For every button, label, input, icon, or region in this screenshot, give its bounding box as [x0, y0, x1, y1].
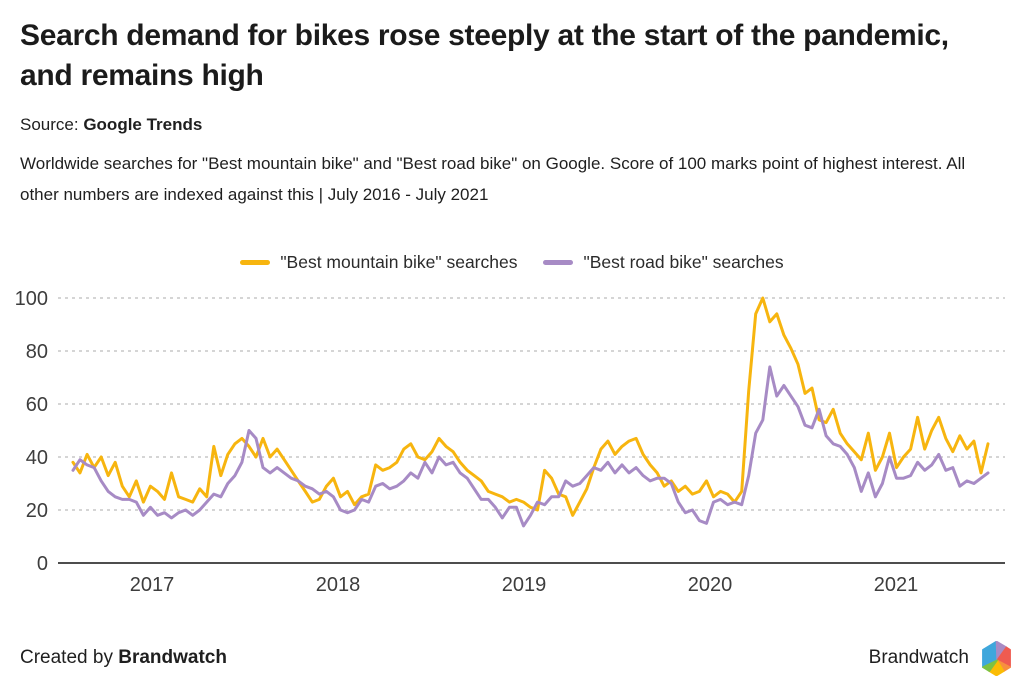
- series-line-road-bike: [71, 365, 990, 528]
- series-line-mountain-bike: [71, 296, 990, 517]
- created-by-label: Created by: [20, 647, 113, 668]
- brand-name: Brandwatch: [868, 647, 969, 668]
- legend-item-road-bike: "Best road bike" searches: [543, 252, 784, 273]
- y-tick-label-60: 60: [26, 394, 48, 416]
- y-tick-label-20: 20: [26, 500, 48, 522]
- trend-line-chart: 0 20 40 60 80 100 2017 2018 2019 2020 2021: [15, 288, 1005, 596]
- brandwatch-logo-icon: [982, 640, 1011, 676]
- road-bike-swatch-icon: [543, 260, 574, 265]
- legend-label-mountain-bike: "Best mountain bike" searches: [280, 252, 518, 272]
- legend-label-road-bike: "Best road bike" searches: [583, 252, 784, 272]
- chart-legend: "Best mountain bike" searches "Best road…: [0, 252, 1024, 273]
- y-tick-label-0: 0: [37, 553, 48, 575]
- source-line: Source: Google Trends: [20, 115, 202, 135]
- x-tick-label-2018: 2018: [316, 574, 361, 596]
- x-tick-label-2021: 2021: [874, 574, 919, 596]
- brand-lockup: Brandwatch: [868, 640, 1012, 676]
- x-tick-label-2019: 2019: [502, 574, 547, 596]
- source-label: Source:: [20, 115, 79, 134]
- y-tick-label-40: 40: [26, 447, 48, 469]
- created-by: Created by Brandwatch: [20, 647, 227, 669]
- chart-area: 0 20 40 60 80 100 2017 2018 2019 2020 2021: [0, 278, 1024, 608]
- page-title: Search demand for bikes rose steeply at …: [20, 19, 949, 92]
- legend-item-mountain-bike: "Best mountain bike" searches: [240, 252, 517, 273]
- source-value: Google Trends: [83, 115, 203, 134]
- x-tick-label-2020: 2020: [688, 574, 733, 596]
- created-by-value: Brandwatch: [118, 647, 227, 668]
- x-tick-label-2017: 2017: [130, 574, 175, 596]
- y-tick-label-100: 100: [15, 288, 48, 310]
- y-tick-label-80: 80: [26, 341, 48, 363]
- mountain-bike-swatch-icon: [240, 260, 271, 265]
- footer: Created by Brandwatch Brandwatch: [0, 634, 1024, 682]
- chart-description: Worldwide searches for "Best mountain bi…: [20, 154, 966, 204]
